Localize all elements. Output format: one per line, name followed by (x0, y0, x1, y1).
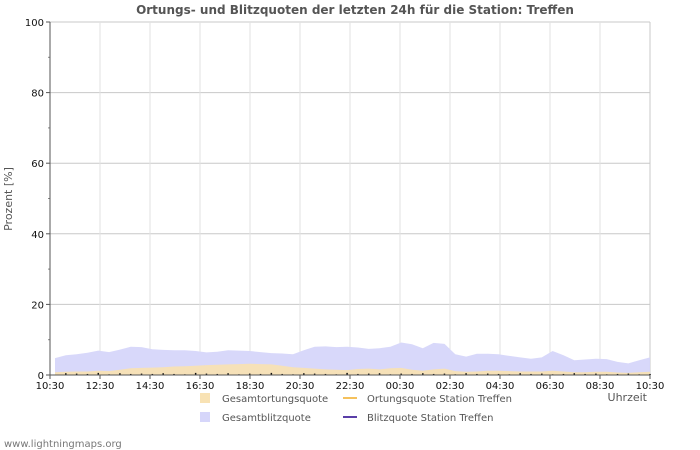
x-tick-label: 18:30 (236, 381, 265, 392)
y-tick-label: 40 (31, 230, 44, 241)
legend-label: Gesamtblitzquote (222, 413, 311, 424)
x-tick-label: 22:30 (336, 381, 365, 392)
x-tick-label: 20:30 (286, 381, 315, 392)
count-bar (270, 372, 273, 375)
x-tick-label: 08:30 (586, 381, 615, 392)
legend-swatch (200, 393, 210, 403)
legend-label: Gesamtortungsquote (222, 394, 328, 405)
area-gesamtortungsquote (55, 363, 650, 375)
count-bar (497, 373, 500, 375)
y-tick-label: 0 (38, 371, 44, 382)
count-bar (486, 373, 489, 375)
x-tick-label: 06:30 (536, 381, 565, 392)
count-bar (357, 373, 359, 375)
count-bar (151, 373, 154, 375)
y-tick-labels: 0 20 40 60 80 100 (25, 18, 44, 382)
count-bar (324, 373, 327, 375)
axes (46, 21, 651, 379)
count-bar (162, 373, 164, 375)
count-bar (346, 372, 348, 375)
x-tick-label: 10:30 (636, 381, 665, 392)
count-bar (530, 373, 532, 375)
footer-credit: www.lightningmaps.org (4, 439, 122, 450)
count-bar (205, 373, 208, 375)
count-bar (65, 373, 67, 375)
count-bar (378, 373, 381, 375)
count-bar (119, 373, 121, 375)
count-bar (140, 373, 143, 375)
count-bar (248, 373, 251, 375)
gridlines (50, 21, 651, 375)
count-bar (303, 373, 305, 375)
series-areas (55, 342, 650, 375)
count-bar (227, 373, 229, 375)
x-tick-label: 14:30 (136, 381, 165, 392)
count-bar (541, 373, 543, 375)
legend-swatch (200, 412, 210, 422)
count-bar (432, 373, 435, 375)
count-bar (86, 373, 89, 375)
y-axis-title: Prozent [%] (2, 167, 15, 231)
legend: Gesamtortungsquote Ortungsquote Station T… (200, 393, 512, 424)
x-tick-label: 02:30 (436, 381, 465, 392)
x-tick-label: 04:30 (486, 381, 515, 392)
legend-label: Ortungsquote Station Treffen (367, 394, 512, 405)
x-axis-title: Uhrzeit (608, 391, 648, 404)
count-bar (616, 373, 619, 375)
count-bar (573, 373, 576, 375)
count-bar (313, 373, 316, 375)
count-bar (422, 373, 424, 375)
count-bar (367, 373, 370, 375)
x-tick-labels: 10:30 12:30 14:30 16:30 18:30 20:30 22:30 00:30… (36, 381, 665, 392)
count-bar (281, 373, 283, 375)
count-bar (627, 373, 630, 375)
x-tick-label: 16:30 (186, 381, 215, 392)
count-bar (75, 373, 78, 375)
count-bar (216, 373, 219, 375)
count-bar (97, 372, 100, 375)
count-bar (129, 373, 132, 375)
count-bar (595, 373, 597, 375)
y-tick-label: 80 (31, 89, 44, 100)
count-bar (400, 373, 402, 375)
count-bar (411, 373, 413, 375)
count-bar (476, 373, 478, 375)
count-bar (519, 373, 521, 375)
count-bar (194, 372, 197, 375)
y-tick-label: 100 (25, 18, 44, 29)
count-bar (584, 373, 586, 375)
count-bar (173, 373, 175, 375)
legend-label: Blitzquote Station Treffen (367, 413, 493, 424)
y-tick-label: 60 (31, 159, 44, 170)
count-bar (259, 373, 262, 375)
x-tick-label: 12:30 (86, 381, 115, 392)
count-bar (649, 373, 651, 375)
y-tick-label: 20 (31, 300, 44, 311)
count-bar (443, 373, 446, 375)
chart-title: Ortungs- und Blitzquoten der letzten 24h… (136, 3, 574, 17)
x-tick-label: 00:30 (386, 381, 415, 392)
count-bar (562, 373, 565, 375)
count-bar (465, 373, 467, 375)
x-tick-label: 10:30 (36, 381, 65, 392)
